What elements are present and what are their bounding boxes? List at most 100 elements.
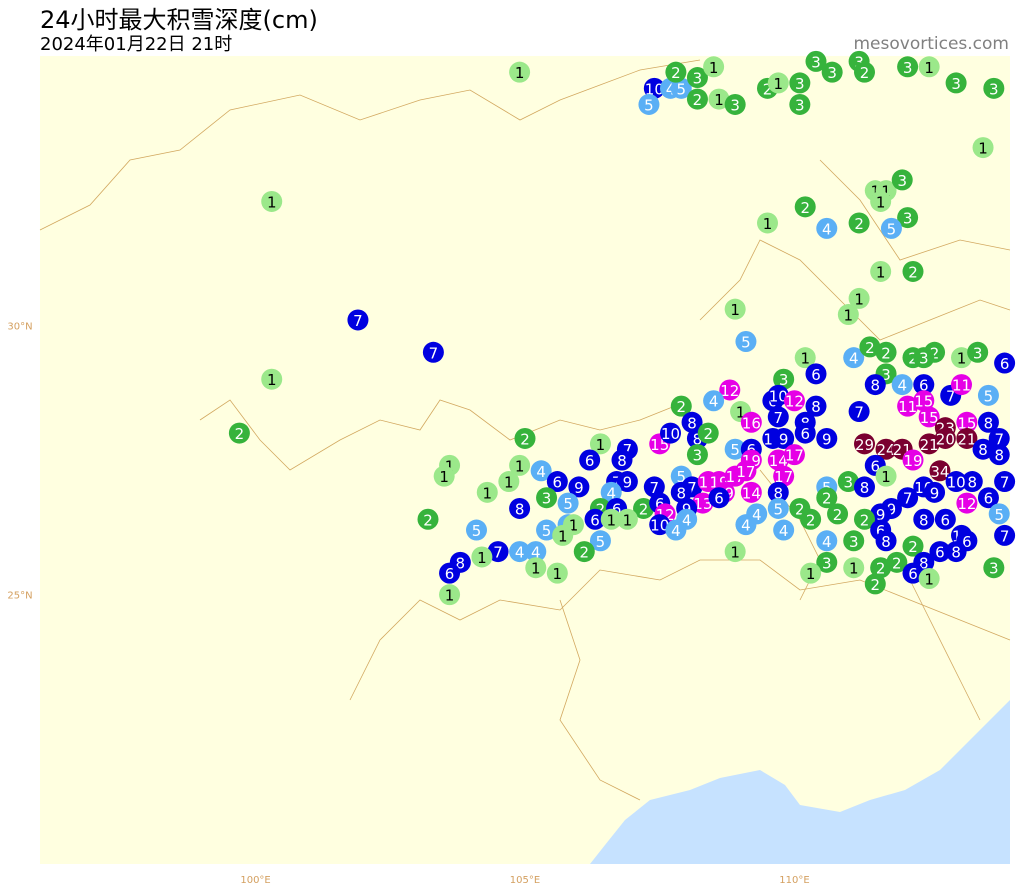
station-value: 15 <box>920 409 939 427</box>
station: 8 <box>611 449 633 471</box>
station-value: 12 <box>785 393 804 411</box>
station-value: 1 <box>978 140 988 158</box>
station: 1 <box>498 471 520 493</box>
station-marker <box>589 530 611 552</box>
station-marker <box>525 541 547 563</box>
station-marker <box>773 465 795 487</box>
station-value: 1 <box>569 517 579 535</box>
station: 1 <box>509 454 531 476</box>
station-value: 2 <box>520 430 530 448</box>
station-marker <box>875 530 897 552</box>
station: 10 <box>649 514 671 536</box>
station-value: 1 <box>439 468 449 486</box>
station-value: 8 <box>693 430 703 448</box>
station-value: 2 <box>639 500 649 518</box>
station-value: 1 <box>445 457 455 475</box>
station: 6 <box>794 422 816 444</box>
station: 9 <box>816 427 838 449</box>
station-marker <box>918 56 940 78</box>
station-value: 6 <box>811 366 821 384</box>
station: 3 <box>789 72 811 94</box>
station-marker <box>945 541 967 563</box>
station: 29 <box>854 433 875 455</box>
station-value: 2 <box>693 91 703 109</box>
station-value: 2 <box>822 490 832 508</box>
station-marker <box>773 427 795 449</box>
station-value: 4 <box>682 511 692 529</box>
station-value: 6 <box>871 457 881 475</box>
station-value: 4 <box>515 544 525 562</box>
station-marker <box>708 487 730 509</box>
station: 3 <box>967 341 989 363</box>
station-value: 13 <box>693 495 712 513</box>
station-value: 1 <box>553 565 563 583</box>
station: 1 <box>794 347 816 369</box>
station-value: 8 <box>617 452 627 470</box>
station: 1 <box>509 61 531 83</box>
station-marker <box>735 330 757 352</box>
station-value: 7 <box>687 479 697 497</box>
station-marker <box>665 61 687 83</box>
station: 1 <box>767 72 789 94</box>
station-value: 3 <box>795 75 805 93</box>
station-marker <box>670 395 692 417</box>
lon-tick-label: 105°E <box>510 875 540 886</box>
station-marker <box>977 487 999 509</box>
station-value: 1 <box>871 183 881 201</box>
station-value: 10 <box>645 80 664 98</box>
station: 2 <box>573 541 595 563</box>
station-marker <box>827 503 849 525</box>
station: 3 <box>789 93 811 115</box>
station-value: 7 <box>353 312 363 330</box>
station-marker <box>579 449 601 471</box>
station-marker <box>800 508 822 530</box>
station-value: 5 <box>472 522 482 540</box>
station: 8 <box>972 438 994 460</box>
station-marker <box>347 309 369 331</box>
station-value: 4 <box>741 517 751 535</box>
station-value: 3 <box>811 53 821 71</box>
station-value: 1 <box>957 350 967 368</box>
station-value: 8 <box>871 377 881 395</box>
station-value: 1 <box>876 193 886 211</box>
station-marker <box>660 422 681 444</box>
station: 5 <box>557 492 579 514</box>
station-marker <box>767 384 789 406</box>
station-marker <box>633 497 655 519</box>
station-value: 15 <box>914 393 933 411</box>
station: 12 <box>956 492 978 514</box>
station-marker <box>913 390 935 412</box>
station-marker <box>875 341 897 363</box>
station-marker <box>509 61 531 83</box>
station: 8 <box>805 395 827 417</box>
station-value: 1 <box>596 436 606 454</box>
station-value: 1 <box>515 64 525 82</box>
station-value: 2 <box>580 544 590 562</box>
lat-tick-label: 25°N <box>7 591 32 602</box>
station-value: 3 <box>822 554 832 572</box>
lat-tick-label: 30°N <box>7 321 32 332</box>
station: 21 <box>956 427 978 449</box>
station-marker <box>918 433 940 455</box>
station: 10 <box>945 471 967 493</box>
station-value: 6 <box>655 495 665 513</box>
station-value: 3 <box>844 474 854 492</box>
station: 1 <box>433 465 455 487</box>
station: 10 <box>767 384 789 406</box>
station-marker <box>854 61 875 83</box>
station: 6 <box>913 374 935 396</box>
station-marker <box>934 508 956 530</box>
station: 15 <box>913 390 935 412</box>
station-value: 5 <box>596 533 606 551</box>
station-marker <box>859 336 881 358</box>
station-marker <box>584 508 606 530</box>
station-value: 3 <box>903 210 913 228</box>
station: 2 <box>800 508 822 530</box>
station-value: 1 <box>504 474 514 492</box>
station-marker <box>934 427 956 449</box>
station-marker <box>557 492 579 514</box>
station: 3 <box>686 444 708 466</box>
station-value: 5 <box>741 333 751 351</box>
station-marker <box>439 562 461 584</box>
station-marker <box>546 562 568 584</box>
